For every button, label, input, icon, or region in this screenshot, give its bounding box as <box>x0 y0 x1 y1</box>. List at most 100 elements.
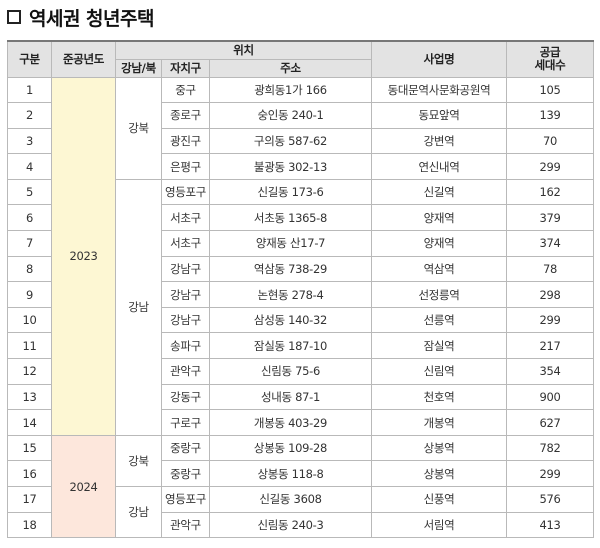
cell-project: 선정릉역 <box>371 281 507 308</box>
housing-table: 구분 준공년도 위치 사업명 공급 세대수 강남/북 자치구 주소 1 2023… <box>7 40 594 539</box>
cell-units: 217 <box>506 332 594 360</box>
cell-no: 15 <box>7 434 52 462</box>
cell-project: 연신내역 <box>371 153 507 180</box>
table-row: 7 서초구 양재동 산17-7 양재역 374 <box>7 230 594 257</box>
cell-no: 2 <box>7 102 52 129</box>
table-row: 12 관악구 신림동 75-6 신림역 354 <box>7 358 594 385</box>
cell-no: 17 <box>7 486 52 513</box>
cell-project: 강변역 <box>371 127 507 155</box>
cell-no: 13 <box>7 383 52 411</box>
cell-project: 역삼역 <box>371 255 507 283</box>
cell-district: 관악구 <box>161 358 210 385</box>
cell-district: 영등포구 <box>161 486 210 513</box>
cell-project: 양재역 <box>371 230 507 257</box>
cell-district: 강동구 <box>161 383 210 411</box>
cell-units: 413 <box>506 511 594 539</box>
table-row: 5 강남 영등포구 신길동 173-6 신길역 162 <box>7 178 594 436</box>
cell-no: 1 <box>7 76 52 104</box>
table-row: 3 광진구 구의동 587-62 강변역 70 <box>7 127 594 155</box>
header-units: 공급 세대수 <box>506 40 594 78</box>
header-units-line1: 공급 <box>539 45 561 60</box>
cell-district: 서초구 <box>161 204 210 232</box>
cell-address: 상봉동 109-28 <box>209 434 372 462</box>
cell-project: 신길역 <box>371 178 507 206</box>
cell-project: 신림역 <box>371 358 507 385</box>
cell-region-north: 강북 <box>115 76 162 180</box>
cell-no: 6 <box>7 204 52 232</box>
cell-address: 불광동 302-13 <box>209 153 372 180</box>
cell-no: 16 <box>7 460 52 487</box>
table-row: 4 은평구 불광동 302-13 연신내역 299 <box>7 153 594 180</box>
header-district: 자치구 <box>161 58 210 78</box>
cell-project: 선릉역 <box>371 306 507 334</box>
cell-units: 900 <box>506 383 594 411</box>
cell-project: 신풍역 <box>371 486 507 513</box>
checkbox-square-icon <box>7 10 21 24</box>
cell-no: 4 <box>7 153 52 180</box>
header-project: 사업명 <box>371 40 507 78</box>
table-row: 1 2023 강북 중구 광희동1가 166 동대문역사문화공원역 105 <box>7 76 594 436</box>
cell-district: 관악구 <box>161 511 210 539</box>
header-year: 준공년도 <box>51 40 116 78</box>
table-row: 13 강동구 성내동 87-1 천호역 900 <box>7 383 594 411</box>
cell-address: 서초동 1365-8 <box>209 204 372 232</box>
cell-no: 8 <box>7 255 52 283</box>
cell-district: 영등포구 <box>161 178 210 206</box>
cell-region-north: 강북 <box>115 434 162 488</box>
header-units-line2: 세대수 <box>534 58 566 73</box>
cell-address: 역삼동 738-29 <box>209 255 372 283</box>
cell-no: 9 <box>7 281 52 308</box>
cell-district: 광진구 <box>161 127 210 155</box>
table-row: 18 관악구 신림동 240-3 서림역 413 <box>7 511 594 539</box>
cell-district: 중구 <box>161 76 210 104</box>
cell-district: 서초구 <box>161 230 210 257</box>
cell-district: 중랑구 <box>161 460 210 487</box>
page-title: 역세권 청년주택 <box>7 4 154 30</box>
cell-units: 374 <box>506 230 594 257</box>
cell-units: 299 <box>506 153 594 180</box>
cell-address: 삼성동 140-32 <box>209 306 372 334</box>
cell-address: 잠실동 187-10 <box>209 332 372 360</box>
cell-units: 782 <box>506 434 594 462</box>
cell-address: 신림동 75-6 <box>209 358 372 385</box>
cell-units: 139 <box>506 102 594 129</box>
cell-no: 3 <box>7 127 52 155</box>
cell-project: 동대문역사문화공원역 <box>371 76 507 104</box>
table-row: 10 강남구 삼성동 140-32 선릉역 299 <box>7 306 594 334</box>
cell-project: 상봉역 <box>371 434 507 462</box>
cell-district: 강남구 <box>161 255 210 283</box>
table-row: 6 서초구 서초동 1365-8 양재역 379 <box>7 204 594 232</box>
cell-year-2024: 2024 <box>51 434 116 539</box>
cell-district: 은평구 <box>161 153 210 180</box>
cell-units: 78 <box>506 255 594 283</box>
table-row: 16 중랑구 상봉동 118-8 상봉역 299 <box>7 460 594 487</box>
cell-address: 신길동 3608 <box>209 486 372 513</box>
cell-units: 379 <box>506 204 594 232</box>
cell-project: 서림역 <box>371 511 507 539</box>
cell-district: 송파구 <box>161 332 210 360</box>
cell-project: 상봉역 <box>371 460 507 487</box>
cell-no: 18 <box>7 511 52 539</box>
cell-district: 중랑구 <box>161 434 210 462</box>
cell-address: 구의동 587-62 <box>209 127 372 155</box>
header-location: 위치 <box>115 40 372 60</box>
cell-district: 강남구 <box>161 306 210 334</box>
cell-address: 성내동 87-1 <box>209 383 372 411</box>
table-row: 15 2024 강북 중랑구 상봉동 109-28 상봉역 782 <box>7 434 594 539</box>
cell-no: 7 <box>7 230 52 257</box>
cell-project: 동묘앞역 <box>371 102 507 129</box>
cell-project: 양재역 <box>371 204 507 232</box>
cell-units: 576 <box>506 486 594 513</box>
cell-project: 개봉역 <box>371 409 507 436</box>
cell-units: 627 <box>506 409 594 436</box>
cell-region-south: 강남 <box>115 485 162 539</box>
cell-district: 구로구 <box>161 409 210 436</box>
cell-units: 162 <box>506 178 594 206</box>
cell-year-2023: 2023 <box>51 76 116 436</box>
cell-no: 11 <box>7 332 52 360</box>
cell-address: 논현동 278-4 <box>209 281 372 308</box>
cell-units: 299 <box>506 460 594 487</box>
header-address: 주소 <box>209 58 372 78</box>
cell-district: 강남구 <box>161 281 210 308</box>
table-row: 8 강남구 역삼동 738-29 역삼역 78 <box>7 255 594 283</box>
